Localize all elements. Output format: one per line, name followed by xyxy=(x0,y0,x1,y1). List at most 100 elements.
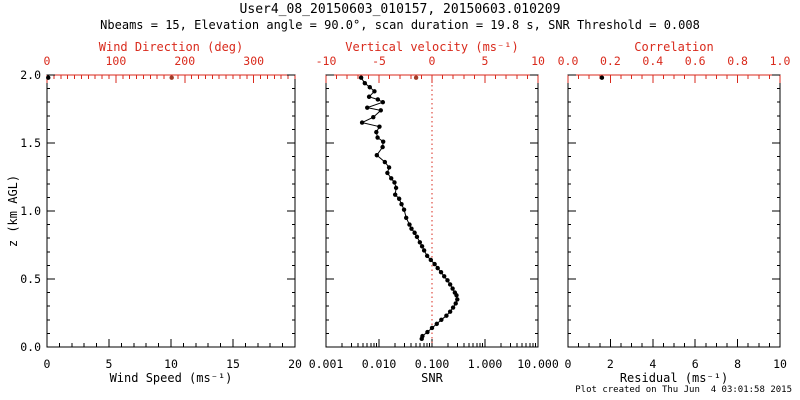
data-point xyxy=(375,135,380,140)
data-point xyxy=(444,313,449,318)
wind-direction-axis-title: Wind Direction (deg) xyxy=(98,40,244,54)
data-point xyxy=(435,265,440,271)
series-wind-direction xyxy=(169,75,174,80)
y-axis-label: z (km AGL) xyxy=(6,174,20,248)
data-point xyxy=(46,75,51,80)
plot-created-timestamp: Plot created on Thu Jun 4 03:01:58 2015 xyxy=(575,385,792,395)
data-point xyxy=(380,139,386,144)
data-point xyxy=(453,301,458,306)
x-tick-label: 20 xyxy=(288,357,302,371)
x-tick-label: 2 xyxy=(607,357,614,371)
top-tick-label: 0.0 xyxy=(558,54,579,68)
data-point xyxy=(454,293,459,298)
x-tick-label: 5 xyxy=(106,357,113,371)
data-point xyxy=(401,207,407,212)
top-tick-label: 1.0 xyxy=(770,54,791,68)
x-tick-label: 4 xyxy=(649,357,656,371)
data-point xyxy=(396,196,402,201)
data-point xyxy=(399,202,404,207)
data-point xyxy=(439,317,444,322)
data-point xyxy=(392,180,397,185)
x-tick-label: 8 xyxy=(734,357,741,371)
data-point xyxy=(599,75,605,80)
data-point xyxy=(386,165,392,170)
x-tick-label: 0.100 xyxy=(415,357,450,371)
y-axis-ticks xyxy=(326,74,538,348)
data-point xyxy=(359,120,365,125)
data-point xyxy=(412,230,417,235)
data-point xyxy=(450,305,456,310)
data-point xyxy=(438,270,444,275)
series-wind-speed xyxy=(46,75,51,80)
bottom-axis-ticks xyxy=(325,339,539,347)
data-point xyxy=(413,75,419,80)
data-point xyxy=(380,100,386,105)
data-point xyxy=(362,80,368,86)
top-tick-label: -5 xyxy=(372,54,386,68)
data-point xyxy=(374,153,380,158)
data-point xyxy=(450,286,455,291)
y-axis-ticks xyxy=(47,74,295,348)
x-tick-label: 0 xyxy=(44,357,51,371)
data-point xyxy=(365,105,370,110)
data-point xyxy=(374,129,379,135)
data-point xyxy=(392,192,398,197)
top-axis-ticks xyxy=(325,75,539,83)
data-point xyxy=(372,89,377,94)
data-point xyxy=(366,94,372,99)
panel-border xyxy=(46,74,296,348)
bottom-axis-ticks xyxy=(567,339,781,347)
residual-axis-title: Residual (ms⁻¹) xyxy=(619,371,729,385)
x-tick-label: 15 xyxy=(226,357,240,371)
top-tick-label: 0.4 xyxy=(642,54,663,68)
data-point xyxy=(445,278,450,283)
data-point xyxy=(382,159,388,165)
top-tick-label: 5 xyxy=(482,54,489,68)
data-point xyxy=(424,253,430,259)
data-point xyxy=(389,176,394,181)
top-tick-label: 0.6 xyxy=(685,54,706,68)
y-tick-label: 2.0 xyxy=(20,68,41,82)
x-tick-label: 0.010 xyxy=(362,357,397,371)
wind-speed-axis-title: Wind Speed (ms⁻¹) xyxy=(109,371,233,385)
data-point xyxy=(393,185,399,191)
data-point xyxy=(404,215,409,220)
bottom-axis-ticks xyxy=(46,339,296,347)
data-point xyxy=(367,85,372,90)
top-axis-ticks xyxy=(567,75,781,83)
series-snr-profile xyxy=(358,75,460,342)
x-tick-label: 10 xyxy=(773,357,787,371)
data-point xyxy=(371,114,376,120)
series-line xyxy=(360,77,458,339)
y-tick-label: 1.5 xyxy=(20,136,41,150)
x-tick-label: 10.000 xyxy=(517,357,559,371)
data-point xyxy=(417,240,423,245)
data-point xyxy=(428,257,434,263)
data-point xyxy=(407,222,412,227)
y-tick-label: 1.0 xyxy=(20,204,41,218)
series-residual xyxy=(599,75,605,80)
data-point xyxy=(434,321,439,327)
data-point xyxy=(419,336,424,342)
data-point xyxy=(409,226,414,231)
y-tick-label: 0.5 xyxy=(20,272,41,286)
panel-border xyxy=(567,74,781,348)
plot-title: User4_08_20150603_010157, 20150603.01020… xyxy=(239,2,561,17)
data-point xyxy=(377,124,382,129)
top-tick-label: -10 xyxy=(316,54,337,68)
data-point xyxy=(385,170,390,176)
x-tick-label: 0 xyxy=(565,357,572,371)
tick-labels: 0.001 0.010 0.100 1.000 10.000 -10 -5 0 5 10 xyxy=(309,54,559,371)
vertical-velocity-axis-title: Vertical velocity (ms⁻¹) xyxy=(345,40,519,54)
data-point xyxy=(414,234,420,240)
plot-subtitle: Nbeams = 15, Elevation angle = 90.0°, sc… xyxy=(100,18,700,32)
data-point xyxy=(455,297,460,302)
x-tick-label: 10 xyxy=(164,357,178,371)
data-point xyxy=(425,329,430,335)
y-axis-ticks xyxy=(568,74,780,348)
panel-snr: 0.001 0.010 0.100 1.000 10.000 -10 -5 0 5 10 xyxy=(309,54,559,371)
tick-labels: 0 2 4 6 8 10 0.0 0.2 0.4 0.6 0.8 1.0 xyxy=(558,54,791,371)
